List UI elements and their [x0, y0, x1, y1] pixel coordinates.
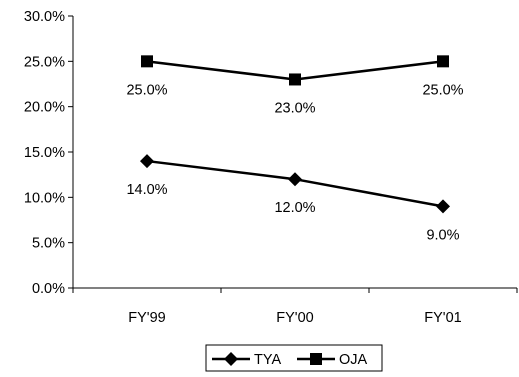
chart-series: 14.0% 12.0% 9.0% 25.0% 23.0% 25.0%	[126, 55, 464, 243]
data-point-tya	[288, 172, 302, 187]
y-tick-label: 25.0%	[24, 54, 65, 70]
y-tick-label: 5.0%	[32, 236, 65, 252]
data-label: 12.0%	[274, 200, 315, 216]
y-tick-label: 20.0%	[24, 100, 65, 116]
data-label: 25.0%	[126, 82, 167, 98]
x-tick-label: FY'01	[424, 310, 461, 326]
legend-label: OJA	[339, 352, 368, 368]
data-label: 9.0%	[426, 227, 459, 243]
data-label: 14.0%	[126, 182, 167, 198]
legend-marker-oja	[310, 353, 322, 365]
data-point-oja	[289, 73, 301, 86]
legend-marker-tya	[224, 352, 238, 366]
y-tick-label: 30.0%	[24, 9, 65, 25]
x-tick-label: FY'00	[276, 310, 313, 326]
data-label: 23.0%	[274, 100, 315, 116]
data-point-oja	[437, 55, 449, 68]
y-tick-label: 0.0%	[32, 281, 65, 297]
data-label: 25.0%	[422, 82, 463, 98]
data-point-tya	[436, 199, 450, 214]
legend-label: TYA	[254, 352, 281, 368]
y-tick-label: 10.0%	[24, 190, 65, 206]
chart-axes: 0.0% 5.0% 10.0% 15.0% 20.0% 25.0% 30.0% FY'99 FY…	[24, 9, 518, 326]
y-tick-label: 15.0%	[24, 145, 65, 161]
data-point-oja	[141, 55, 153, 68]
chart-legend: TYA OJA	[205, 344, 383, 372]
x-tick-label: FY'99	[128, 310, 165, 326]
data-point-tya	[140, 154, 154, 169]
